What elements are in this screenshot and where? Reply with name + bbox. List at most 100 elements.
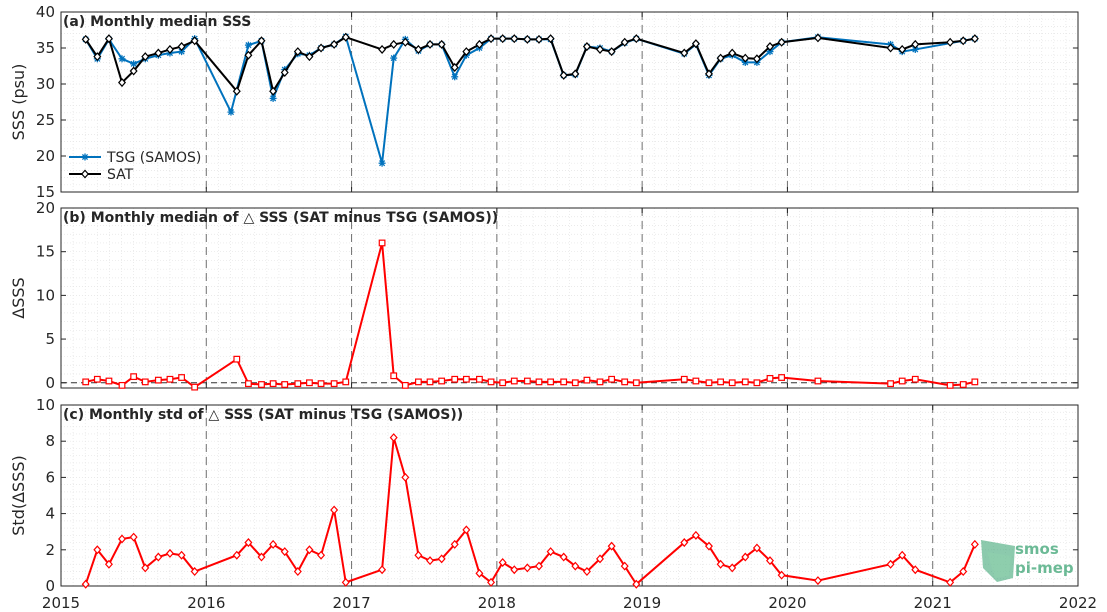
data-point bbox=[534, 561, 543, 571]
data-point bbox=[475, 39, 484, 49]
data-point-stroke bbox=[245, 42, 252, 49]
data-point bbox=[462, 375, 470, 383]
data-point bbox=[390, 372, 398, 380]
data-point bbox=[177, 550, 186, 560]
data-point bbox=[462, 47, 471, 57]
data-point bbox=[741, 378, 749, 386]
data-point bbox=[887, 380, 894, 388]
x-tick-label: 2017 bbox=[332, 594, 370, 612]
watermark-text-line1: smos bbox=[1015, 540, 1059, 558]
data-point bbox=[621, 378, 629, 386]
data-point bbox=[166, 375, 174, 383]
data-point bbox=[118, 78, 127, 88]
data-point bbox=[814, 377, 822, 385]
data-point bbox=[141, 563, 150, 573]
axes-box bbox=[60, 11, 1079, 193]
y-tick-label: 20 bbox=[36, 199, 55, 217]
data-point bbox=[582, 42, 591, 52]
data-point bbox=[766, 374, 774, 382]
data-point bbox=[232, 86, 241, 96]
data-point-stroke bbox=[912, 46, 919, 53]
data-point bbox=[632, 379, 640, 387]
data-point bbox=[294, 380, 302, 388]
data-point bbox=[437, 554, 446, 564]
legend-marker bbox=[80, 169, 90, 179]
data-point bbox=[317, 380, 325, 388]
data-point bbox=[777, 570, 786, 580]
data-point bbox=[118, 381, 126, 389]
series-2 bbox=[81, 32, 979, 96]
data-point bbox=[141, 52, 150, 62]
y-tick-label: 20 bbox=[36, 147, 55, 165]
data-point bbox=[293, 567, 302, 577]
data-point bbox=[129, 66, 138, 76]
data-point bbox=[378, 159, 386, 167]
data-point-stroke bbox=[227, 109, 235, 116]
data-point-stroke bbox=[130, 60, 137, 67]
data-point bbox=[596, 554, 605, 564]
data-point bbox=[753, 379, 761, 387]
y-tick-label: 0 bbox=[45, 577, 55, 595]
series-line bbox=[85, 242, 976, 389]
panel-1: 15 20 25 30 35 40 SSS (psu) (a) Monthly median … bbox=[9, 3, 1079, 201]
data-point bbox=[244, 41, 252, 49]
data-point bbox=[93, 52, 102, 62]
data-point bbox=[510, 34, 519, 44]
series-line bbox=[84, 437, 976, 586]
data-point-stroke bbox=[390, 55, 397, 62]
y-axis-label: SSS (psu) bbox=[9, 64, 28, 141]
panel-title: (c) Monthly std of △ SSS (SAT minus TSG … bbox=[63, 407, 463, 423]
data-point bbox=[450, 539, 459, 549]
data-point bbox=[535, 378, 543, 386]
data-point bbox=[487, 378, 495, 386]
data-point bbox=[378, 239, 386, 247]
data-point bbox=[269, 539, 278, 549]
panel-3: 0 2 4 6 8 10 Std(ΔSSS) (c) Monthly std of △ SSS… bbox=[9, 396, 1079, 595]
y-tick-label: 8 bbox=[45, 432, 55, 450]
panel-title: (a) Monthly median SSS bbox=[63, 14, 251, 30]
data-point bbox=[154, 376, 162, 384]
data-point bbox=[498, 557, 507, 567]
data-point bbox=[244, 50, 253, 60]
data-point bbox=[104, 34, 113, 44]
data-point bbox=[728, 48, 737, 58]
data-point bbox=[426, 556, 435, 566]
data-point bbox=[257, 552, 266, 562]
data-point bbox=[165, 548, 174, 558]
data-point bbox=[130, 373, 138, 381]
data-point-stroke bbox=[766, 48, 774, 55]
data-point bbox=[499, 379, 507, 387]
data-point bbox=[451, 375, 459, 383]
data-point bbox=[426, 378, 434, 386]
data-point bbox=[620, 37, 629, 47]
y-tick-label: 15 bbox=[36, 183, 55, 201]
data-point bbox=[280, 67, 289, 77]
data-point bbox=[911, 565, 920, 575]
y-tick-label: 4 bbox=[45, 505, 55, 523]
data-point bbox=[971, 378, 979, 386]
data-point bbox=[692, 377, 700, 385]
data-point bbox=[415, 378, 422, 386]
data-point bbox=[165, 44, 174, 54]
data-point bbox=[280, 547, 289, 557]
data-point bbox=[523, 377, 531, 385]
smos-pi-mep-watermark: smos pi-mep bbox=[981, 540, 1074, 582]
data-point bbox=[959, 567, 968, 577]
data-point bbox=[462, 525, 471, 535]
data-point bbox=[546, 547, 555, 557]
y-tick-label: 6 bbox=[45, 468, 55, 486]
data-point bbox=[129, 532, 138, 542]
data-point bbox=[341, 577, 350, 587]
data-point bbox=[330, 505, 339, 515]
data-point-stroke bbox=[451, 73, 458, 80]
series-line bbox=[84, 36, 976, 94]
data-point bbox=[305, 52, 314, 62]
data-point bbox=[330, 380, 338, 388]
data-point bbox=[378, 565, 387, 575]
data-point bbox=[118, 534, 127, 544]
data-point bbox=[476, 375, 483, 383]
data-point bbox=[245, 380, 252, 388]
data-point bbox=[946, 577, 955, 587]
data-point bbox=[414, 550, 423, 560]
data-point bbox=[571, 379, 579, 387]
